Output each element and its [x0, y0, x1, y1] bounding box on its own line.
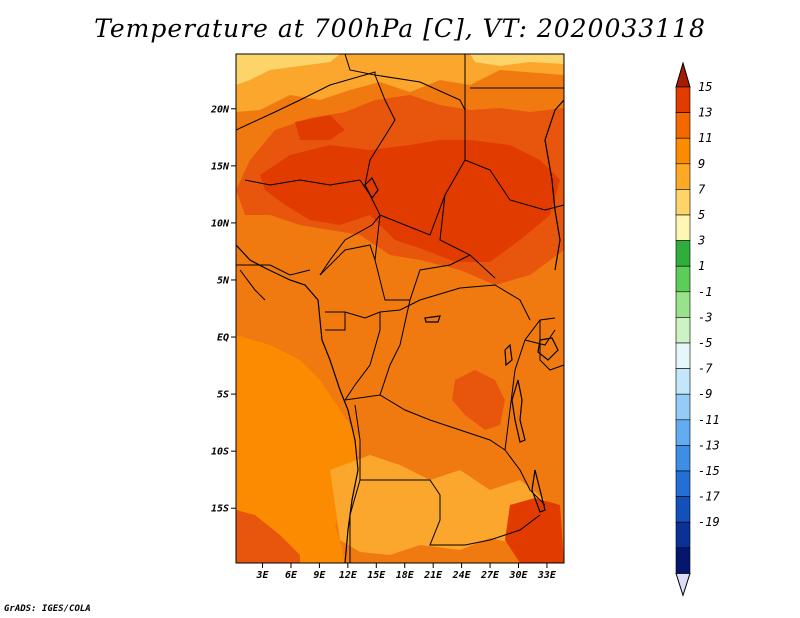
colorbar-label: 9 [698, 157, 705, 171]
colorbar-label: 11 [698, 131, 712, 145]
colorbar-swatch [675, 342, 691, 369]
colorbar-swatch [675, 214, 691, 241]
atlantic-cool-band [236, 335, 360, 545]
niger-warm-core [295, 115, 345, 140]
east-coastline [544, 99, 564, 271]
colorbar-label: -15 [698, 464, 720, 478]
colorbar-swatch [675, 112, 691, 139]
colorbar-label: 15 [698, 80, 712, 94]
colorbar-label: -19 [698, 515, 720, 529]
map-frame [235, 53, 565, 564]
colorbar-label: -5 [698, 336, 712, 350]
sahara-cool-edge-east [470, 54, 564, 66]
lon-label: 9E [313, 570, 326, 581]
sahara-cool-edge [236, 54, 340, 85]
longitude-axis: 3E 6E 9E 12E 15E 18E 21E 24E 27E 30E 33E [256, 563, 557, 581]
colorbar-label: -17 [698, 490, 720, 504]
latitude-axis: 20N 15N 10N 5N EQ 5S 10S 15S [210, 104, 236, 515]
colorbar-swatch [675, 189, 691, 216]
colorbar-label: 1 [698, 259, 705, 273]
lon-label: 27E [480, 570, 500, 581]
colorbar-swatch [675, 163, 691, 190]
colorbar-swatch [675, 368, 691, 395]
temperature-field [236, 54, 564, 563]
colorbar-label: 5 [698, 208, 705, 222]
lon-label: 21E [423, 570, 443, 581]
lat-label: 5S [217, 390, 229, 401]
lon-label: 6E [285, 570, 298, 581]
sw-warm-patch [236, 510, 300, 563]
colorbar-swatch [675, 393, 691, 421]
colorbar-label: -13 [698, 438, 720, 452]
grads-credit: GrADS: IGES/COLA [4, 604, 91, 614]
colorbar-swatch [675, 547, 691, 574]
colorbar-label: -9 [698, 387, 712, 401]
colorbar-swatch [675, 470, 691, 497]
se-warm-patch [505, 498, 564, 563]
coastline [236, 244, 359, 563]
colorbar-label: -3 [698, 310, 712, 324]
lon-label: 33E [537, 570, 557, 581]
colorbar-swatch [675, 317, 691, 344]
map-title: Temperature at 700hPa [C], VT: 202003311… [94, 14, 706, 43]
colorbar-swatch [675, 496, 691, 523]
colorbar-label: -11 [698, 413, 720, 427]
colorbar-label: 3 [697, 234, 705, 248]
colorbar-swatch [675, 291, 691, 318]
lat-label: 10N [211, 218, 230, 229]
colorbar-label: 13 [698, 106, 712, 120]
colorbar-label: 7 [698, 182, 706, 196]
lat-label: 20N [210, 104, 230, 115]
lat-label: 15S [211, 504, 229, 515]
country-boundaries [236, 54, 564, 563]
colorbar-swatch [675, 419, 691, 446]
colorbar-swatch [675, 445, 691, 472]
colorbar-label: -7 [698, 362, 713, 376]
lon-label: 12E [339, 570, 358, 581]
colorbar-swatch [675, 265, 691, 293]
congo-warm-patch [452, 370, 505, 430]
lakes [364, 176, 559, 513]
lon-label: 30E [508, 570, 528, 581]
colorbar-swatch [675, 521, 691, 549]
lon-label: 24E [452, 570, 472, 581]
lat-label: 10S [211, 447, 229, 458]
colorbar-bottom-triangle [675, 572, 691, 598]
colorbar-swatch [675, 240, 691, 267]
northern-cool-fringe [236, 54, 564, 112]
colorbar-swatch [675, 137, 691, 165]
colorbar: 15 13 11 9 7 5 3 1 -1 -3 -5 -7 -9 -11 -13 -15 -17 -19 [675, 61, 720, 598]
lat-label: 15N [211, 161, 230, 172]
colorbar-swatch [675, 86, 691, 113]
colorbar-label: -1 [698, 285, 712, 299]
chad-warm-core [260, 140, 560, 262]
lon-label: 18E [396, 570, 415, 581]
lon-label: 3E [256, 570, 270, 581]
lat-label: EQ [217, 333, 229, 344]
colorbar-top-triangle [675, 61, 691, 88]
lon-label: 15E [367, 570, 386, 581]
lat-label: 5N [217, 275, 230, 286]
